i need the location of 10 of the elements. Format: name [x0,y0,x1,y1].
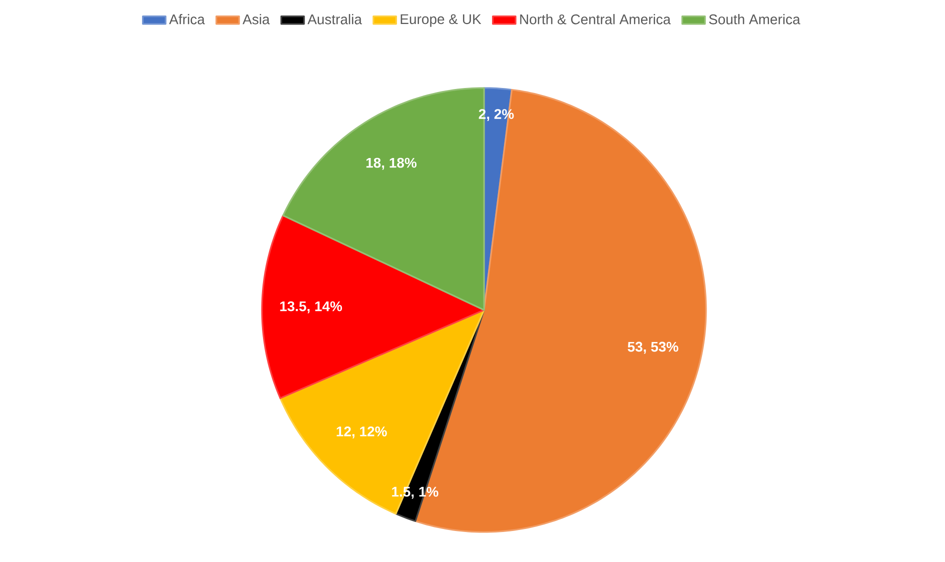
legend-label: South America [709,14,800,24]
legend-label: Africa [169,14,205,24]
data-label: 13.5, 14% [280,301,342,314]
data-label: 53, 53% [628,342,678,354]
data-label: 12, 12% [336,426,387,438]
legend-label: North & Central America [520,14,671,24]
legend-label: Asia [242,14,270,24]
legend-label: Australia [308,14,362,24]
legend-label: Europe & UK [400,14,482,27]
data-label: 18, 18% [366,158,417,170]
